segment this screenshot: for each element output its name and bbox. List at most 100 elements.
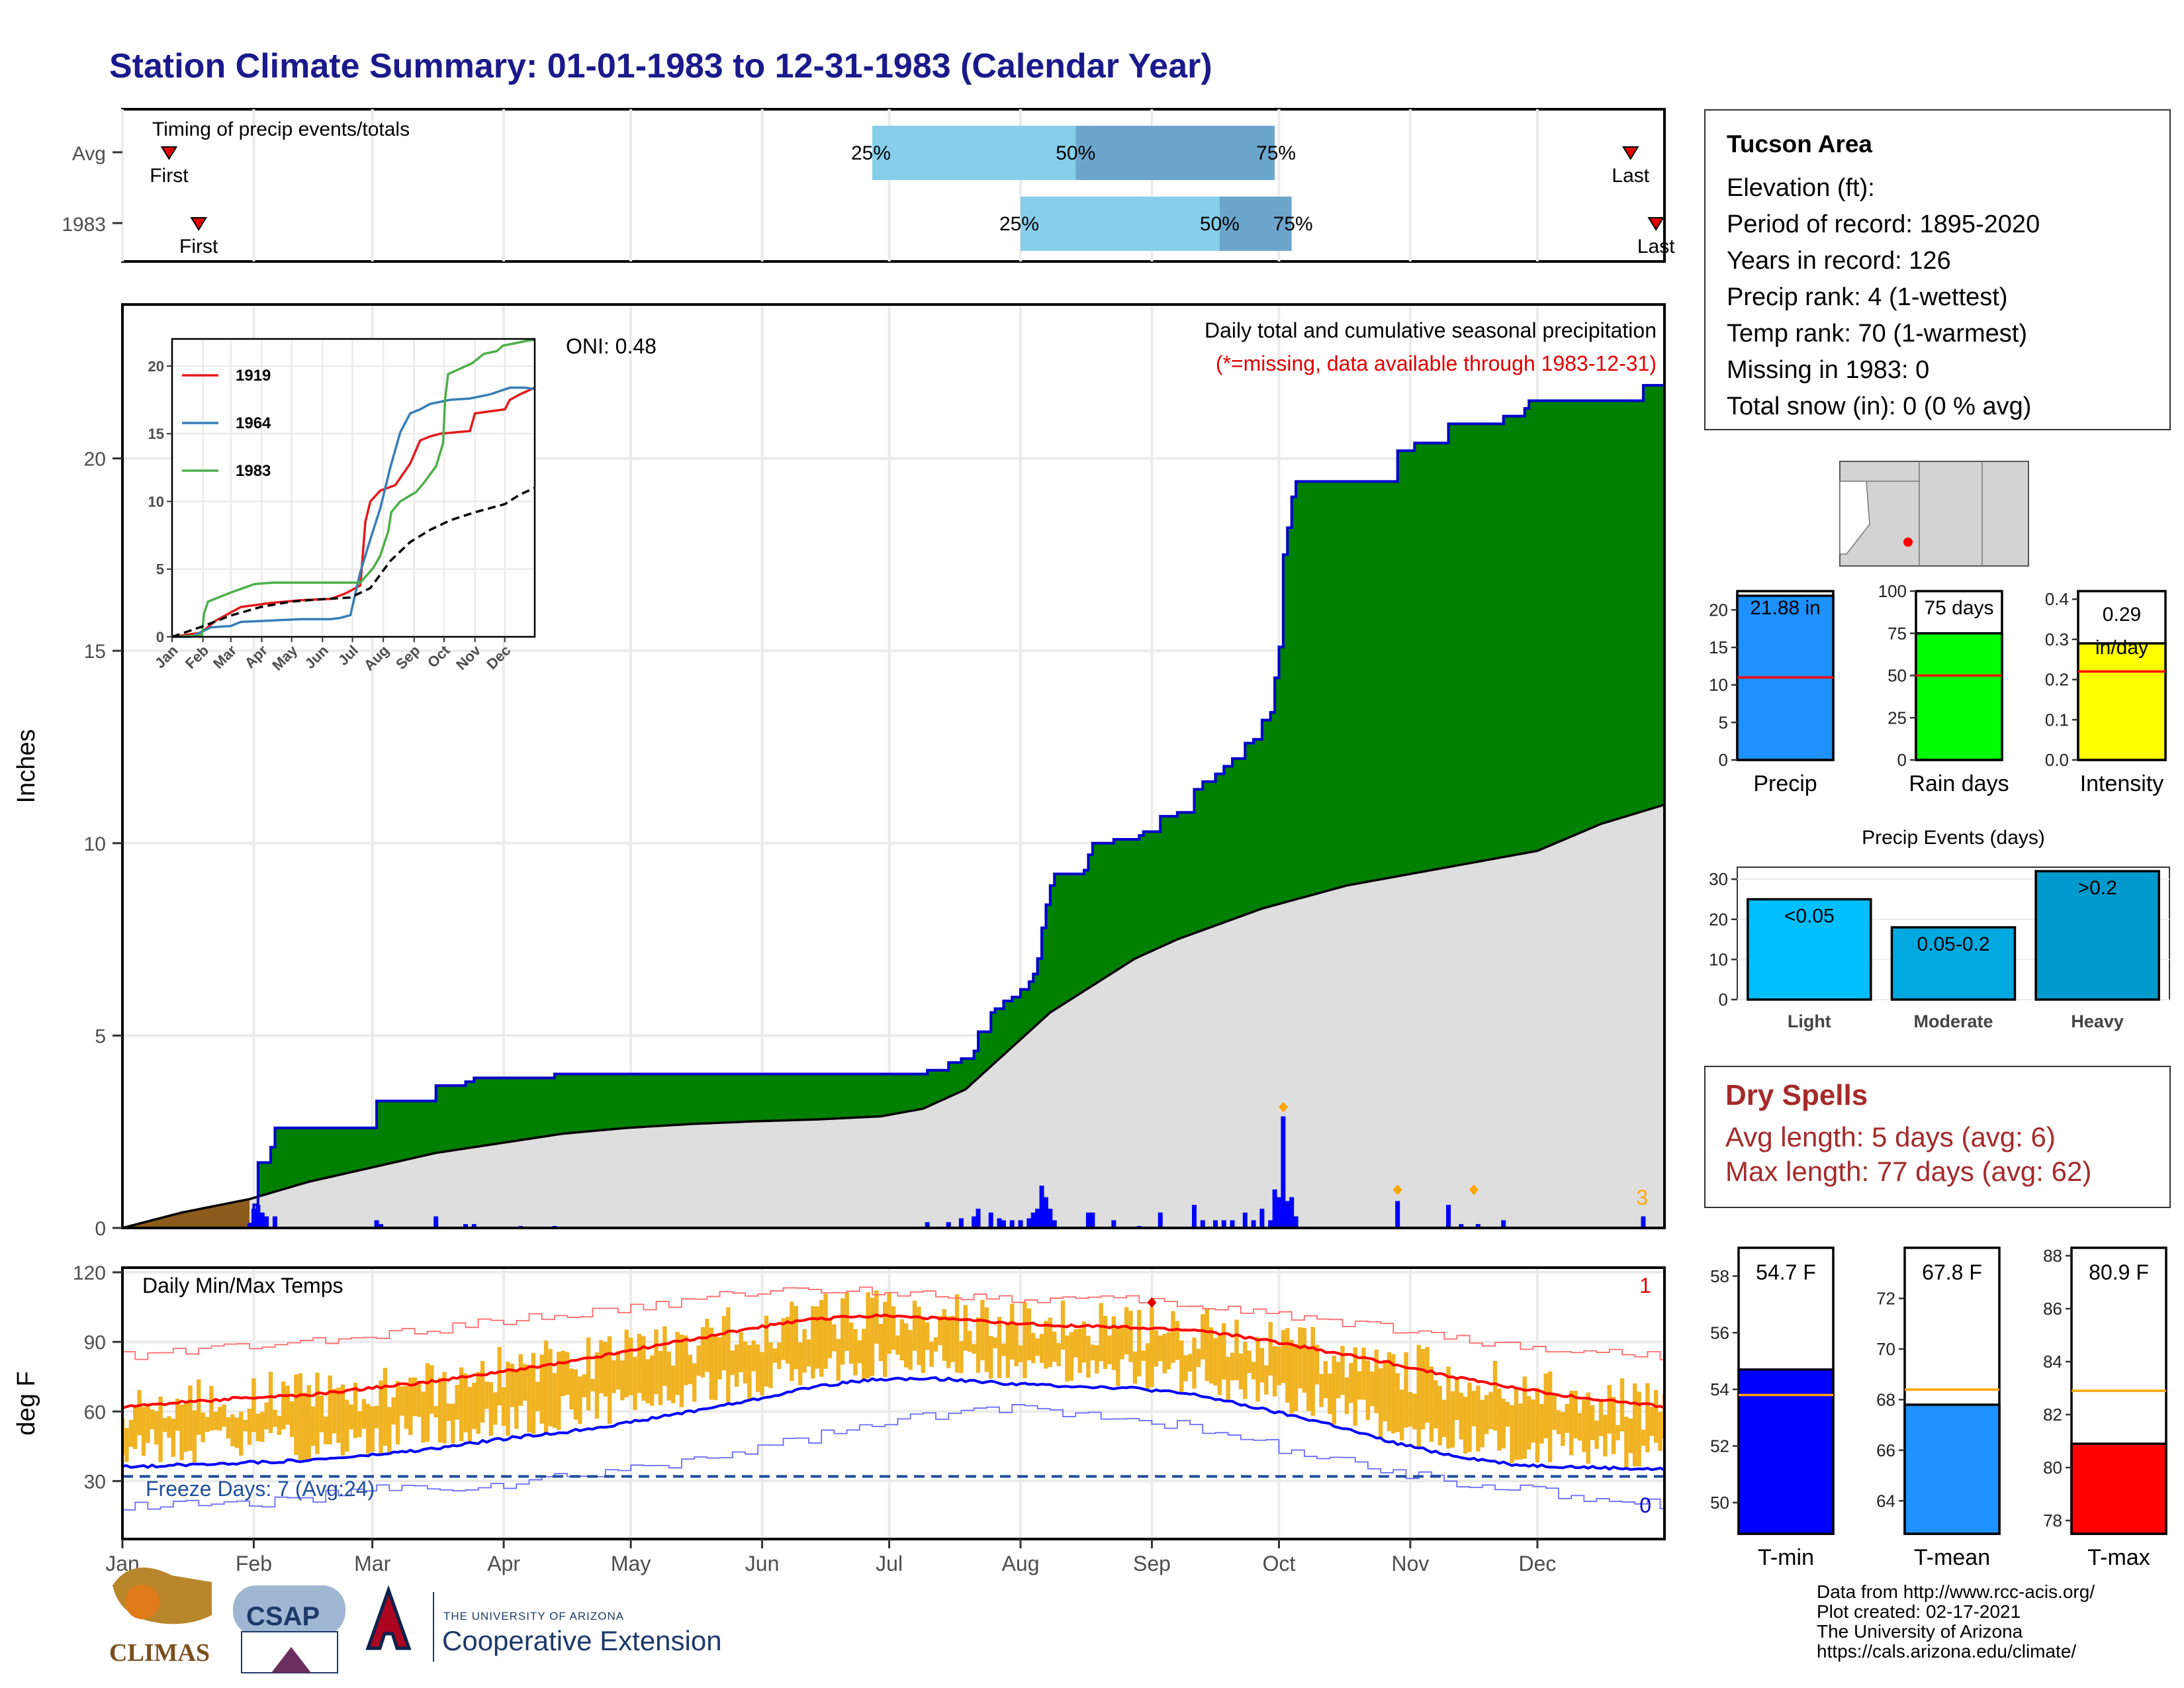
daily-temp-range-bar xyxy=(310,1406,316,1446)
daily-temp-range-bar xyxy=(1314,1344,1320,1385)
temp-summary-2-ytick-label: 88 xyxy=(2043,1246,2062,1266)
daily-temp-range-bar xyxy=(1497,1388,1502,1451)
ua-logo-small-text: THE UNIVERSITY OF ARIZONA xyxy=(443,1610,625,1622)
daily-temp-range-bar xyxy=(1565,1403,1569,1433)
daily-temp-range-bar xyxy=(904,1323,909,1368)
daily-temp-range-bar xyxy=(527,1365,531,1432)
locator-map-ocean xyxy=(1839,481,1870,555)
daily-temp-range-bar xyxy=(1226,1356,1230,1400)
daily-temp-range-bar xyxy=(400,1386,404,1416)
timing-bar-q50-75 xyxy=(1075,126,1275,180)
daily-temp-range-bar xyxy=(467,1387,473,1442)
temp-xtick-label: Jun xyxy=(745,1552,780,1575)
credit-line: The University of Arizona xyxy=(1817,1621,2023,1642)
precip-summary-0-ytick-label: 10 xyxy=(1709,675,1728,695)
daily-temp-range-bar xyxy=(493,1392,498,1425)
daily-temp-range-bar xyxy=(1412,1393,1417,1430)
daily-precip-bar xyxy=(1268,1220,1273,1228)
daily-temp-range-bar xyxy=(891,1306,896,1350)
daily-temp-range-bar xyxy=(929,1341,934,1367)
daily-precip-bar xyxy=(1035,1208,1040,1228)
daily-precip-bar xyxy=(374,1220,379,1228)
precip-summary-2-category-label: Intensity xyxy=(2080,771,2164,796)
daily-temp-range-bar xyxy=(1323,1361,1328,1399)
daily-precip-bar xyxy=(1018,1220,1023,1228)
daily-precip-bar xyxy=(976,1208,981,1228)
daily-temp-range-bar xyxy=(1277,1346,1281,1385)
temp-summary-2-ytick-label: 84 xyxy=(2043,1352,2062,1372)
precip-ytick-label: 15 xyxy=(84,641,106,663)
temp-summary-1-ytick-label: 70 xyxy=(1876,1339,1895,1359)
daily-temp-range-bar xyxy=(277,1415,282,1435)
precip-events-bar xyxy=(2034,870,2160,1001)
daily-temp-range-bar xyxy=(1365,1360,1371,1420)
record-max-line xyxy=(122,1286,1664,1360)
daily-temp-range-bar xyxy=(797,1342,803,1385)
daily-temp-range-bar xyxy=(1526,1396,1531,1450)
daily-temp-range-bar xyxy=(624,1329,629,1397)
daily-precip-bar xyxy=(1191,1205,1197,1228)
daily-temp-range-bar xyxy=(1441,1399,1447,1437)
daily-temp-range-bar xyxy=(666,1351,671,1401)
daily-temp-range-bar xyxy=(552,1373,557,1428)
daily-temp-range-bar xyxy=(633,1356,637,1410)
daily-temp-range-bar xyxy=(848,1322,854,1364)
daily-temp-range-bar xyxy=(1103,1315,1108,1369)
daily-temp-range-bar xyxy=(615,1350,621,1390)
daily-temp-range-bar xyxy=(908,1330,913,1370)
daily-temp-range-bar xyxy=(781,1318,786,1360)
precip-summary-2-ytick-label: 0.1 xyxy=(2045,710,2069,729)
precip-panel-title: Daily total and cumulative seasonal prec… xyxy=(1205,318,1657,342)
daily-temp-range-bar xyxy=(146,1403,150,1443)
daily-precip-bar xyxy=(1030,1212,1036,1228)
daily-precip-bar xyxy=(1043,1197,1048,1228)
daily-temp-range-bar xyxy=(506,1362,510,1436)
temp-panel-frame xyxy=(121,1266,1666,1540)
daily-temp-range-bar xyxy=(1141,1350,1146,1361)
precip-panel-subtitle: (*=missing, data available through 1983-… xyxy=(1216,352,1657,375)
daily-temp-range-bar xyxy=(213,1411,218,1430)
daily-precip-bar xyxy=(247,1224,252,1228)
inset-ytick-label: 5 xyxy=(156,561,164,578)
daily-temp-range-bar xyxy=(1268,1322,1273,1376)
daily-precip-bar xyxy=(272,1216,277,1228)
daily-temp-range-bar xyxy=(480,1361,485,1423)
daily-temp-range-bar xyxy=(1052,1331,1057,1362)
daily-temp-range-bar xyxy=(1543,1373,1548,1438)
daily-precip-bar xyxy=(1641,1216,1646,1228)
precip-summary-2-ytick-label: 0.4 xyxy=(2045,589,2069,609)
station-precip-rank: Precip rank: 4 (1-wettest) xyxy=(1727,283,2008,311)
daily-temp-range-bar xyxy=(1166,1332,1171,1370)
record-min-line xyxy=(122,1404,1664,1511)
temp-xtick-label: Dec xyxy=(1519,1552,1557,1575)
daily-temp-range-bar xyxy=(183,1401,189,1452)
timing-row-label: 1983 xyxy=(62,214,106,236)
daily-temp-range-bar xyxy=(730,1350,735,1376)
temp-summary-2-value-bar xyxy=(2070,1442,2167,1535)
daily-temp-range-bar xyxy=(1154,1330,1159,1367)
daily-temp-range-bar xyxy=(925,1322,930,1350)
daily-temp-range-bar xyxy=(578,1376,582,1425)
daily-temp-range-bar xyxy=(472,1382,477,1429)
precip-ytick-label: 20 xyxy=(84,449,106,471)
timing-q25-label: 25% xyxy=(999,213,1039,235)
precip-summary-2-ytick-label: 0.3 xyxy=(2045,630,2069,649)
precip-summary-1-ytick-label: 75 xyxy=(1888,624,1907,643)
daily-temp-range-bar xyxy=(972,1344,976,1354)
daily-temp-range-bar xyxy=(1615,1425,1620,1440)
daily-temp-range-bar xyxy=(1039,1334,1044,1363)
timing-q25-label: 25% xyxy=(851,142,891,164)
daily-temp-range-bar xyxy=(268,1372,273,1433)
station-snow: Total snow (in): 0 (0 % avg) xyxy=(1727,393,2032,420)
daily-precip-bar xyxy=(1090,1212,1095,1228)
daily-temp-range-bar xyxy=(201,1413,205,1442)
csap-logo-mountain xyxy=(271,1647,311,1673)
daily-temp-range-bar xyxy=(1111,1316,1116,1370)
daily-temp-range-bar xyxy=(1594,1420,1599,1449)
temp-summary-0-ytick-label: 58 xyxy=(1710,1266,1729,1286)
temp-summary-2-ytick-label: 80 xyxy=(2043,1458,2062,1477)
daily-temp-range-bar xyxy=(1023,1302,1027,1378)
daily-temp-range-bar xyxy=(1069,1332,1074,1381)
daily-temp-range-bar xyxy=(1179,1340,1184,1393)
